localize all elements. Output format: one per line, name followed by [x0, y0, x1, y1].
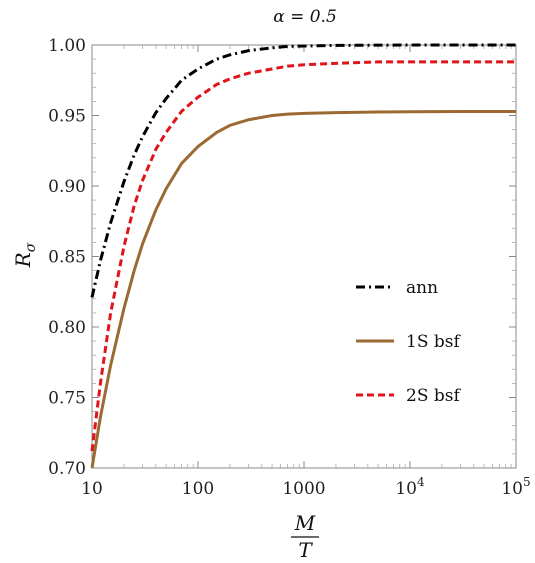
- x-tick-label-exponent: 5: [523, 475, 531, 489]
- x-tick-label-base: 1000: [282, 479, 325, 499]
- series-line-1s-bsf: [90, 110, 516, 469]
- x-axis-label-numerator: M: [294, 511, 316, 535]
- y-axis-label-base: R: [11, 252, 35, 268]
- y-tick-label: 1.00: [48, 36, 86, 56]
- y-axis: 0.70 0.75 0.80 0.85 0.90 0.95 1.00: [48, 36, 516, 479]
- x-tick-label: 1000: [282, 479, 325, 499]
- y-tick-label: 0.80: [48, 318, 86, 338]
- y-axis-label: Rσ: [11, 242, 39, 268]
- x-tick-label: 105: [501, 475, 530, 499]
- x-tick-label-base: 10: [81, 479, 103, 499]
- x-tick-label: 104: [395, 475, 425, 499]
- y-tick-label: 0.85: [48, 248, 86, 268]
- series-line-2s-bsf: [90, 60, 516, 452]
- legend-label: 2S bsf: [406, 386, 461, 406]
- x-axis-label: M T: [291, 511, 319, 562]
- y-tick-label: 0.70: [48, 459, 86, 479]
- legend-label: 1S bsf: [406, 332, 461, 352]
- y-tick-label: 0.90: [48, 177, 86, 197]
- x-tick-label-base: 10: [395, 479, 417, 499]
- x-axis: 10 100 1000 104 105: [81, 45, 531, 499]
- x-tick-label-base: 10: [501, 479, 523, 499]
- y-tick-label: 0.75: [48, 389, 86, 409]
- chart-title: α = 0.5: [273, 7, 337, 27]
- plot-series: [90, 43, 516, 469]
- svg-text:Rσ: Rσ: [11, 242, 39, 268]
- series-line-ann: [90, 43, 516, 298]
- legend: ann 1S bsf 2S bsf: [356, 278, 461, 406]
- legend-label: ann: [406, 278, 438, 298]
- x-tick-label-base: 100: [182, 479, 214, 499]
- y-axis-label-subscript: σ: [23, 242, 39, 252]
- x-tick-label: 10: [81, 479, 103, 499]
- x-tick-label: 100: [182, 479, 214, 499]
- y-tick-label: 0.95: [48, 107, 86, 127]
- x-tick-label-exponent: 4: [417, 475, 425, 489]
- x-axis-label-denominator: T: [298, 538, 313, 562]
